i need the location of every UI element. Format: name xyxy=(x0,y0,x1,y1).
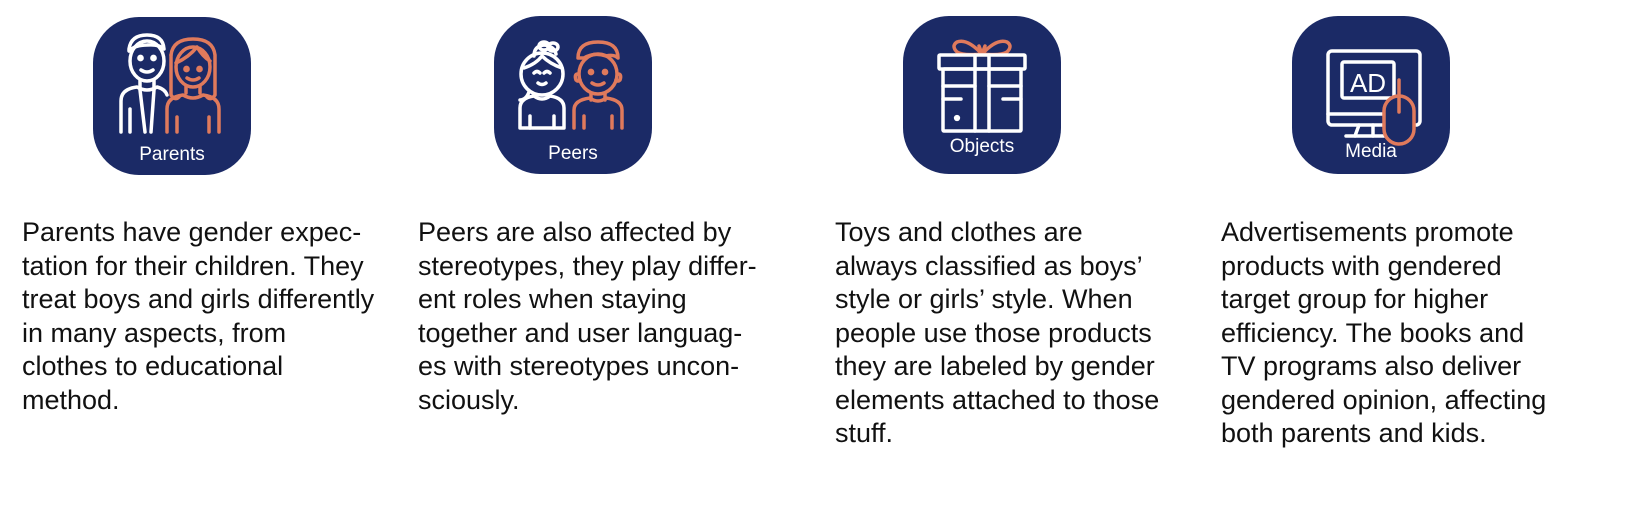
description-line: ent roles when staying xyxy=(418,284,687,314)
description-line: efficiency. The books and xyxy=(1221,317,1525,348)
parents-description: Parents have gender expec- tation for th… xyxy=(22,216,374,417)
parents-icon xyxy=(119,33,221,134)
description-line: always classified as boys’ xyxy=(835,250,1143,281)
description-line: tation for their children. They xyxy=(22,250,364,281)
peers-tile: Peers xyxy=(494,16,652,174)
description-line: people use those products xyxy=(835,317,1152,348)
description-line: TV programs also deliver xyxy=(1221,351,1522,381)
description-line: together and user languag- xyxy=(418,317,743,348)
parents-tile: Parents xyxy=(93,17,251,175)
objects-label: Objects xyxy=(949,136,1015,157)
peers-description: Peers are also affected by stereotypes, … xyxy=(418,216,757,417)
media-description: Advertisements promote products with gen… xyxy=(1221,216,1546,451)
objects-tile: Objects xyxy=(903,16,1061,174)
description-line: style or girls’ style. When xyxy=(835,284,1133,314)
description-line: in many aspects, from xyxy=(22,317,287,348)
peers-label: Peers xyxy=(548,143,598,164)
ad-text: AD xyxy=(1350,68,1386,98)
media-tile: AD Media xyxy=(1292,16,1450,174)
description-line: treat boys and girls differently xyxy=(22,284,375,314)
media-label: Media xyxy=(1345,141,1397,162)
description-line: es with stereotypes uncon- xyxy=(418,351,740,381)
description-line: sciously. xyxy=(418,384,520,415)
description-line: elements attached to those xyxy=(835,384,1160,415)
description-line: gendered opinion, affecting xyxy=(1221,384,1547,415)
description-line: Peers are also affected by xyxy=(418,217,732,247)
gift-box-icon xyxy=(937,39,1027,133)
description-line: target group for higher xyxy=(1221,284,1489,314)
parents-label: Parents xyxy=(139,144,205,165)
peers-icon xyxy=(518,40,624,130)
description-line: method. xyxy=(22,384,120,415)
description-line: both parents and kids. xyxy=(1221,418,1487,448)
description-line: they are labeled by gender xyxy=(835,351,1155,381)
description-line: stuff. xyxy=(835,418,894,448)
description-line: clothes to educational xyxy=(22,351,284,381)
description-line: Advertisements promote xyxy=(1221,217,1514,247)
ad-monitor-icon: AD xyxy=(1326,49,1422,146)
description-line: stereotypes, they play differ- xyxy=(418,250,757,281)
description-line: Toys and clothes are xyxy=(835,217,1083,247)
description-line: products with gendered xyxy=(1221,250,1502,281)
objects-description: Toys and clothes are always classified a… xyxy=(835,216,1159,451)
description-line: Parents have gender expec- xyxy=(22,217,362,247)
